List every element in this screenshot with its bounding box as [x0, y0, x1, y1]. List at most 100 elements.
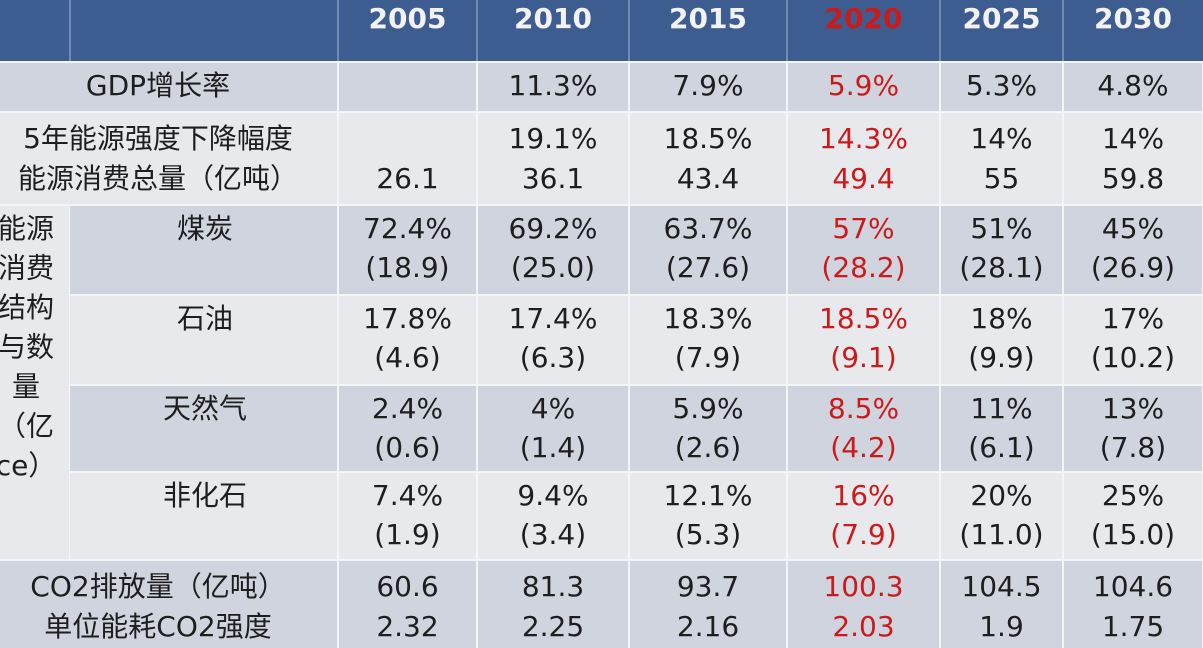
- cell-value: 55: [984, 162, 1020, 195]
- cell-value: 51%: [970, 212, 1032, 245]
- cell-value: 4.8%: [1097, 69, 1168, 102]
- cell-value: (11.0): [959, 518, 1043, 551]
- cell-value: (1.9): [374, 518, 440, 551]
- cell-value: 45%: [1102, 212, 1164, 245]
- cell-value: 18%: [970, 302, 1032, 335]
- cell-value: 14%: [1102, 122, 1164, 155]
- cell-value: 5.9%: [828, 69, 899, 102]
- cell-value: 93.7: [677, 570, 739, 603]
- cell-value: (18.9): [365, 251, 449, 284]
- cell-value: (7.8): [1100, 431, 1166, 464]
- group-label: 消费: [0, 252, 54, 285]
- row-label: CO2排放量（亿吨）: [30, 570, 285, 603]
- cell-value: 18.3%: [664, 302, 753, 335]
- cell-value: (0.6): [374, 431, 440, 464]
- cell-value: (1.4): [520, 431, 586, 464]
- cell-value: 69.2%: [509, 212, 598, 245]
- row-label: 石油: [177, 302, 233, 335]
- cell-value: (25.0): [511, 251, 595, 284]
- cell-value: 81.3: [522, 570, 584, 603]
- cell-value: 2.32: [376, 610, 438, 643]
- row-label: GDP增长率: [86, 69, 230, 102]
- cell-value: (3.4): [520, 518, 586, 551]
- cell-value: 5.3%: [966, 69, 1037, 102]
- group-label: ce）: [0, 449, 56, 482]
- cell-value: 7.4%: [372, 479, 443, 512]
- cell-value: (9.1): [830, 341, 896, 374]
- group-label: 能源: [0, 212, 54, 245]
- cell-value: 26.1: [376, 162, 438, 195]
- header-year: 2005: [369, 2, 447, 35]
- cell-value: 16%: [832, 479, 894, 512]
- cell-value: 100.3: [823, 570, 903, 603]
- cell-value: 4%: [531, 392, 575, 425]
- cell-value: 18.5%: [664, 122, 753, 155]
- cell-value: 17%: [1102, 302, 1164, 335]
- cell-value: (9.9): [968, 341, 1034, 374]
- group-background: [0, 205, 70, 560]
- cell-value: (15.0): [1091, 518, 1175, 551]
- cell-value: 17.4%: [509, 302, 598, 335]
- cell-value: 36.1: [522, 162, 584, 195]
- row-label: 煤炭: [177, 212, 233, 245]
- row-label: 单位能耗CO2强度: [44, 610, 271, 643]
- group-label: 与数: [0, 331, 54, 364]
- cell-value: 43.4: [677, 162, 739, 195]
- cell-value: 20%: [970, 479, 1032, 512]
- row-background: [70, 295, 1203, 385]
- cell-value: (28.2): [821, 251, 905, 284]
- cell-value: 2.03: [832, 610, 894, 643]
- cell-value: 2.25: [522, 610, 584, 643]
- row-background: [70, 472, 1203, 560]
- cell-value: 72.4%: [363, 212, 452, 245]
- cell-value: 1.9: [979, 610, 1024, 643]
- row-label: 5年能源强度下降幅度: [23, 122, 293, 155]
- cell-value: 63.7%: [664, 212, 753, 245]
- row-label: 天然气: [163, 392, 247, 425]
- row-label: 能源消费总量（亿吨）: [18, 162, 298, 195]
- cell-value: 18.5%: [819, 302, 908, 335]
- cell-value: 57%: [832, 212, 894, 245]
- cell-value: 9.4%: [517, 479, 588, 512]
- cell-value: 104.6: [1093, 570, 1173, 603]
- header-year: 2030: [1094, 2, 1172, 35]
- cell-value: 14%: [970, 122, 1032, 155]
- cell-value: 5.9%: [672, 392, 743, 425]
- cell-value: (6.1): [968, 431, 1034, 464]
- cell-value: 11%: [970, 392, 1032, 425]
- row-label: 非化石: [163, 479, 247, 512]
- row-background: [70, 205, 1203, 295]
- row-background: [0, 62, 1203, 112]
- cell-value: 25%: [1102, 479, 1164, 512]
- cell-value: (10.2): [1091, 341, 1175, 374]
- cell-value: 59.8: [1102, 162, 1164, 195]
- cell-value: (6.3): [520, 341, 586, 374]
- header-year: 2025: [963, 2, 1041, 35]
- cell-value: 2.16: [677, 610, 739, 643]
- cell-value: 13%: [1102, 392, 1164, 425]
- cell-value: 104.5: [961, 570, 1041, 603]
- cell-value: 19.1%: [509, 122, 598, 155]
- header-year: 2010: [514, 2, 592, 35]
- row-background: [0, 112, 1203, 205]
- row-background: [0, 560, 1203, 648]
- cell-value: 14.3%: [819, 122, 908, 155]
- row-background: [70, 385, 1203, 472]
- group-label: 结构: [0, 291, 54, 324]
- cell-value: (26.9): [1091, 251, 1175, 284]
- cell-value: 11.3%: [509, 69, 598, 102]
- cell-value: (5.3): [675, 518, 741, 551]
- header-year: 2015: [669, 2, 747, 35]
- cell-value: 49.4: [832, 162, 894, 195]
- cell-value: (4.6): [374, 341, 440, 374]
- cell-value: 60.6: [376, 570, 438, 603]
- header-year: 2020: [825, 2, 903, 35]
- cell-value: 2.4%: [372, 392, 443, 425]
- group-label: （亿: [0, 410, 54, 443]
- header-background: [0, 0, 1203, 62]
- cell-value: (4.2): [830, 431, 896, 464]
- cell-value: (7.9): [830, 518, 896, 551]
- cell-value: (27.6): [666, 251, 750, 284]
